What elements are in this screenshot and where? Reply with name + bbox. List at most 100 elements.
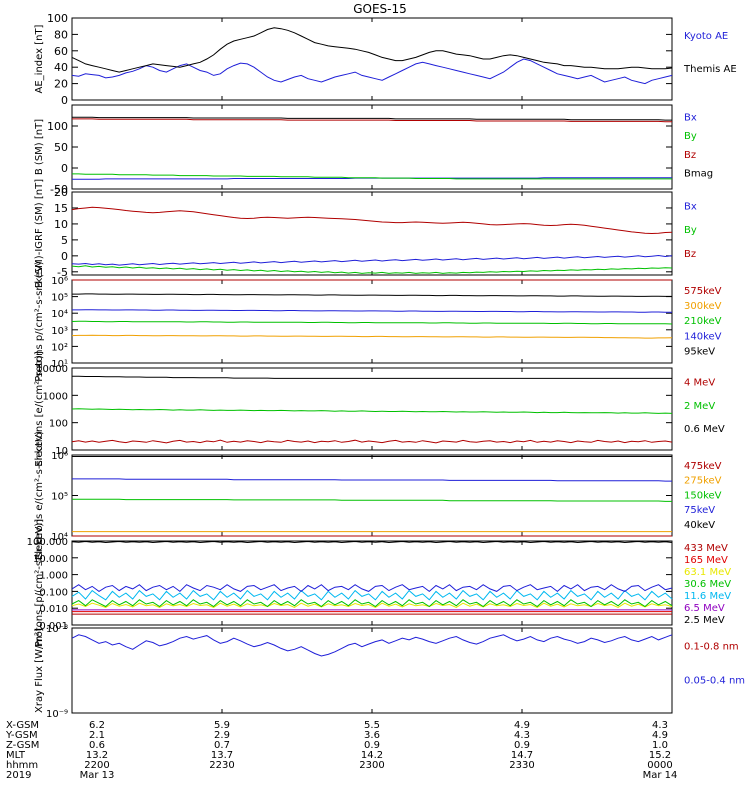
y-tick-label: 1000 — [43, 391, 68, 402]
time-axis-value: 13.7 — [211, 750, 233, 761]
time-axis-value: 15.2 — [649, 750, 671, 761]
y-tick-label: 10⁶ — [51, 276, 68, 287]
y-tick-label: 10⁵ — [51, 293, 68, 304]
series-line-bz — [72, 118, 672, 123]
y-tick-label: 10⁴ — [51, 532, 68, 543]
series-line-140kev — [72, 309, 672, 313]
legend-entry: 2 MeV — [684, 401, 715, 412]
series-line-4-mev — [71, 439, 673, 444]
legend-entry: 165 MeV — [684, 555, 728, 566]
legend-entry: Themis AE — [683, 64, 737, 75]
y-axis-label: B (SM)-IGRF (SM) [nT] — [34, 179, 45, 288]
time-axis-value: 4.9 — [514, 720, 530, 731]
legend-entry: 4 MeV — [684, 377, 715, 388]
y-tick-label: 0.001 — [39, 621, 68, 632]
series-line-63-1-mev — [71, 602, 673, 608]
time-axis-value: 0000 — [647, 760, 672, 771]
legend-entry: By — [684, 131, 697, 142]
y-tick-label: 10⁻⁹ — [46, 709, 68, 720]
time-axis-value: Mar 13 — [80, 770, 115, 781]
series-line-95kev — [72, 293, 672, 297]
y-tick-label: 20 — [54, 78, 68, 91]
y-axis-label: AE_index [nT] — [34, 24, 45, 93]
y-tick-label: -50 — [50, 183, 68, 196]
series-line-75kev — [72, 478, 672, 482]
legend-entry: 433 MeV — [684, 543, 728, 554]
legend-entry: 95keV — [684, 346, 715, 357]
y-tick-label: 10¹ — [51, 359, 68, 370]
legend-entry: Bx — [684, 201, 697, 212]
panel-6: 10⁴ 10⁵ 10⁶ Electrons e/(cm²-s-sr-keV) 475ke… — [34, 431, 722, 560]
time-axis-row-label: X-GSM — [6, 720, 39, 731]
series-line-30-6-mev — [71, 599, 673, 608]
time-axis-value: 0.6 — [89, 740, 105, 751]
y-tick-label: 10⁵ — [51, 492, 68, 503]
series-line-by — [71, 265, 673, 274]
y-tick-label: 100 — [47, 120, 68, 133]
time-axis-value: 0.9 — [514, 740, 530, 751]
time-axis-value: 6.2 — [89, 720, 105, 731]
time-axis-row-label: Y-GSM — [5, 730, 38, 741]
y-tick-label: -5 — [57, 266, 68, 279]
y-tick-label: 20 — [54, 186, 68, 199]
panel-frame — [71, 17, 673, 101]
y-tick-label: 10.000 — [33, 554, 68, 565]
legend-entry: Bz — [684, 150, 696, 161]
y-tick-label: 15 — [54, 202, 68, 215]
legend-entry: 475keV — [684, 461, 722, 472]
time-axis-value: 2.1 — [89, 730, 105, 741]
time-axis-value: 4.3 — [652, 720, 668, 731]
time-axis-value: 2300 — [359, 760, 384, 771]
y-tick-label: 5 — [61, 234, 68, 247]
series-line-11-6-mev — [71, 589, 673, 601]
y-tick-label: 100 — [47, 12, 68, 25]
series-line-150kev — [72, 498, 672, 502]
series-line-kyoto-ae — [71, 58, 673, 85]
time-axis-value: 13.2 — [86, 750, 108, 761]
y-tick-label: 0 — [61, 162, 68, 175]
y-tick-label: 0.010 — [39, 604, 68, 615]
legend-entry: By — [684, 225, 697, 236]
legend-entry: 6.5 MeV — [684, 603, 725, 614]
y-tick-label: 10² — [51, 342, 68, 353]
series-line-2-5-mev — [71, 540, 673, 544]
series-line-unlabeled — [71, 584, 673, 593]
legend-entry: 11.6 MeV — [684, 591, 731, 602]
panel-frame — [71, 191, 673, 276]
time-axis-value: 0.7 — [214, 740, 230, 751]
time-axis-value: 1.0 — [652, 740, 668, 751]
panel-7: 0.001 0.010 0.100 1.000 10.000 100.000Protons… — [27, 519, 732, 647]
legend-entry: Kyoto AE — [684, 31, 728, 42]
y-tick-label: 50 — [54, 141, 68, 154]
legend-entry: 150keV — [684, 490, 722, 501]
time-axis-table: X-GSM 6.2 5.9 5.5 4.9 4.3Y-GSM 2.1 2.9 3.6 4.3 4.9… — [5, 720, 677, 781]
panel-frame — [71, 367, 673, 451]
time-axis-value: 2.9 — [214, 730, 230, 741]
time-axis-value: 14.7 — [511, 750, 533, 761]
series-line-themis-ae — [71, 27, 673, 73]
y-axis-label: Electrons [e/(cm²-s-sr)] — [34, 351, 45, 467]
time-axis-row-label: Z-GSM — [6, 740, 39, 751]
legend-entry: Bx — [684, 112, 697, 123]
y-axis-label: Electrons e/(cm²-s-sr-keV) — [34, 431, 45, 560]
time-axis-value: 0.9 — [364, 740, 380, 751]
panel-frame — [71, 540, 673, 626]
y-tick-label: 10⁶ — [51, 451, 68, 462]
legend-entry: 2.5 MeV — [684, 615, 725, 626]
time-axis-value: 4.9 — [652, 730, 668, 741]
y-tick-label: 60 — [54, 45, 68, 58]
legend-entry: 0.05-0.4 nm — [684, 676, 745, 687]
time-axis-row-label: MLT — [6, 750, 26, 761]
y-tick-label: 40 — [54, 61, 68, 74]
legend-entry: 575keV — [684, 286, 722, 297]
y-axis-label: Protons [p/(cm²-s-sr-keV)] — [34, 519, 45, 647]
time-axis-row-label: 2019 — [6, 770, 31, 781]
series-line-bz — [71, 206, 673, 235]
time-axis-value: 5.9 — [214, 720, 230, 731]
series-line-0-6-mev — [72, 375, 672, 379]
